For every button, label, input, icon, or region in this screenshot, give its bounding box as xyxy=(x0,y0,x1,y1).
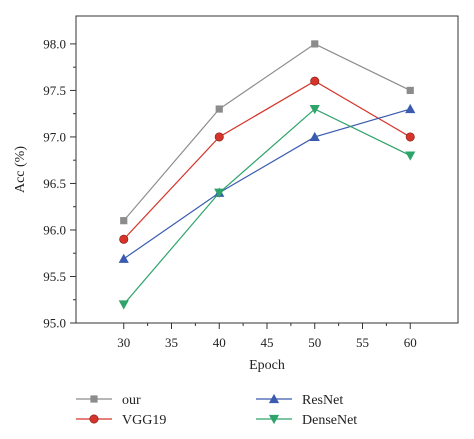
series-line xyxy=(123,108,411,305)
series-resnet xyxy=(118,103,416,263)
plot-frame xyxy=(75,15,459,324)
legend-item: DenseNet xyxy=(256,413,357,428)
data-point xyxy=(214,188,225,198)
series-line xyxy=(123,80,411,240)
data-point xyxy=(120,217,128,225)
x-tick-label: 50 xyxy=(308,335,321,350)
legend-marker xyxy=(268,414,280,425)
data-point xyxy=(405,151,416,161)
data-point xyxy=(406,86,414,95)
x-tick-label: 30 xyxy=(117,335,130,350)
legend-label: DenseNet xyxy=(302,413,357,428)
series-layer xyxy=(118,40,416,310)
data-point xyxy=(118,300,129,310)
x-tick-label: 60 xyxy=(404,335,417,350)
legend-item: ResNet xyxy=(256,393,343,408)
y-axis: 95.0 95.5 96.0 96.5 97.0 97.5 98.0 xyxy=(43,36,76,331)
plot-border xyxy=(75,15,459,324)
legend-label: VGG19 xyxy=(122,413,166,428)
data-point xyxy=(405,132,415,142)
data-point xyxy=(215,105,223,113)
legend-marker xyxy=(90,395,98,403)
x-tick-label: 40 xyxy=(213,335,226,350)
x-axis: 30 35 40 45 50 55 60 xyxy=(117,323,417,350)
legend-marker xyxy=(268,393,280,404)
y-tick-label: 96.5 xyxy=(43,176,66,191)
y-tick-label: 95.5 xyxy=(43,269,66,284)
legend-marker xyxy=(89,414,99,424)
x-tick-label: 45 xyxy=(261,335,274,350)
data-point xyxy=(310,76,320,86)
x-axis-title: Epoch xyxy=(249,358,285,373)
y-tick-label: 96.0 xyxy=(43,222,66,237)
y-tick-label: 98.0 xyxy=(43,36,66,51)
series-densenet xyxy=(118,104,416,310)
data-point xyxy=(405,103,416,114)
data-point xyxy=(309,104,320,115)
y-tick-label: 97.0 xyxy=(43,129,66,144)
data-point xyxy=(311,40,319,48)
data-point xyxy=(214,132,224,142)
legend: our VGG19 ResNet DenseNet xyxy=(76,393,357,428)
data-point xyxy=(118,253,129,263)
legend-item: our xyxy=(76,393,141,408)
data-point xyxy=(119,234,129,244)
x-tick-label: 35 xyxy=(165,335,178,350)
x-tick-label: 55 xyxy=(356,335,369,350)
y-tick-label: 95.0 xyxy=(43,316,66,331)
series-line xyxy=(123,43,411,222)
legend-label: our xyxy=(122,393,141,408)
legend-label: ResNet xyxy=(302,393,343,408)
y-axis-title: Acc (%) xyxy=(13,146,28,193)
series-vgg19 xyxy=(119,76,415,244)
series-our xyxy=(120,40,414,225)
series-line xyxy=(123,108,411,260)
legend-item: VGG19 xyxy=(76,413,166,428)
y-tick-label: 97.5 xyxy=(43,83,66,98)
data-point xyxy=(309,131,320,142)
